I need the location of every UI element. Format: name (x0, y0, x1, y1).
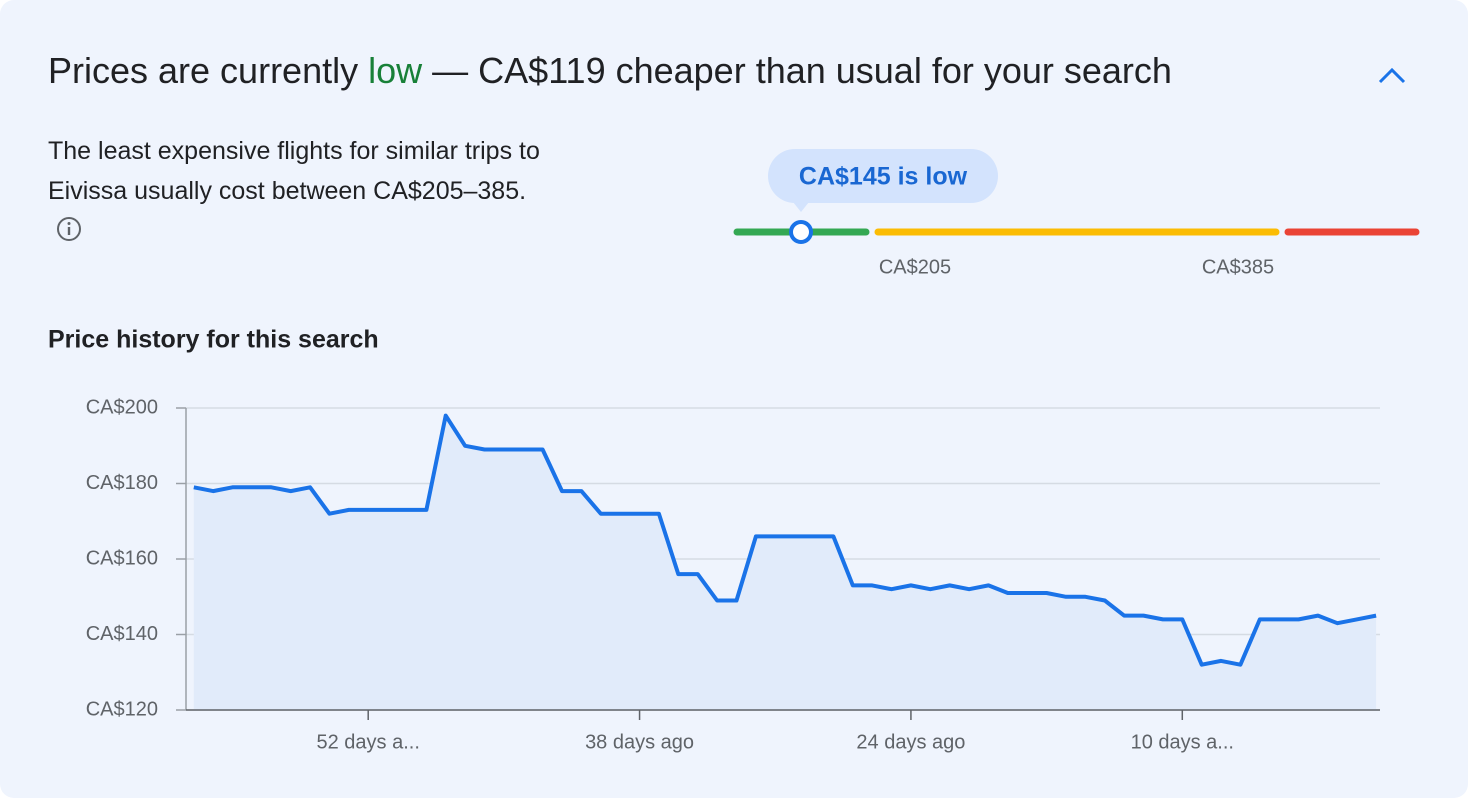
price-line (193, 413, 1377, 667)
bubble-pointer (793, 202, 809, 212)
title-suffix: — CA$119 cheaper than usual for your sea… (432, 50, 1172, 91)
collapse-chevron[interactable] (1378, 67, 1406, 84)
insight-title: Prices are currently low — CA$119 cheape… (48, 50, 1172, 92)
chart-title: Price history for this search (48, 326, 379, 354)
x-tick-label: 24 days ago (856, 731, 965, 753)
x-tick-label: 10 days a... (1131, 731, 1234, 753)
x-tick-label: 52 days a... (316, 731, 419, 753)
title-prefix: Prices are currently (48, 50, 359, 91)
y-tick-label: CA$200 (86, 396, 158, 418)
y-tick-label: CA$120 (86, 698, 158, 720)
price-area (193, 415, 1377, 710)
range-low-label: CA$205 (879, 256, 951, 278)
y-tick-label: CA$160 (86, 547, 158, 569)
range-high-label: CA$385 (1202, 256, 1274, 278)
title-status: low (368, 50, 423, 91)
summary: The least expensive flights for similar … (48, 131, 548, 251)
price-bubble (768, 149, 998, 203)
summary-text: The least expensive flights for similar … (48, 137, 540, 205)
price-bubble-label: CA$145 is low (799, 163, 968, 191)
price-marker (789, 220, 813, 244)
info-icon[interactable] (56, 216, 82, 242)
y-tick-label: CA$180 (86, 472, 158, 494)
x-tick-label: 38 days ago (585, 731, 694, 753)
y-tick-label: CA$140 (86, 623, 158, 645)
